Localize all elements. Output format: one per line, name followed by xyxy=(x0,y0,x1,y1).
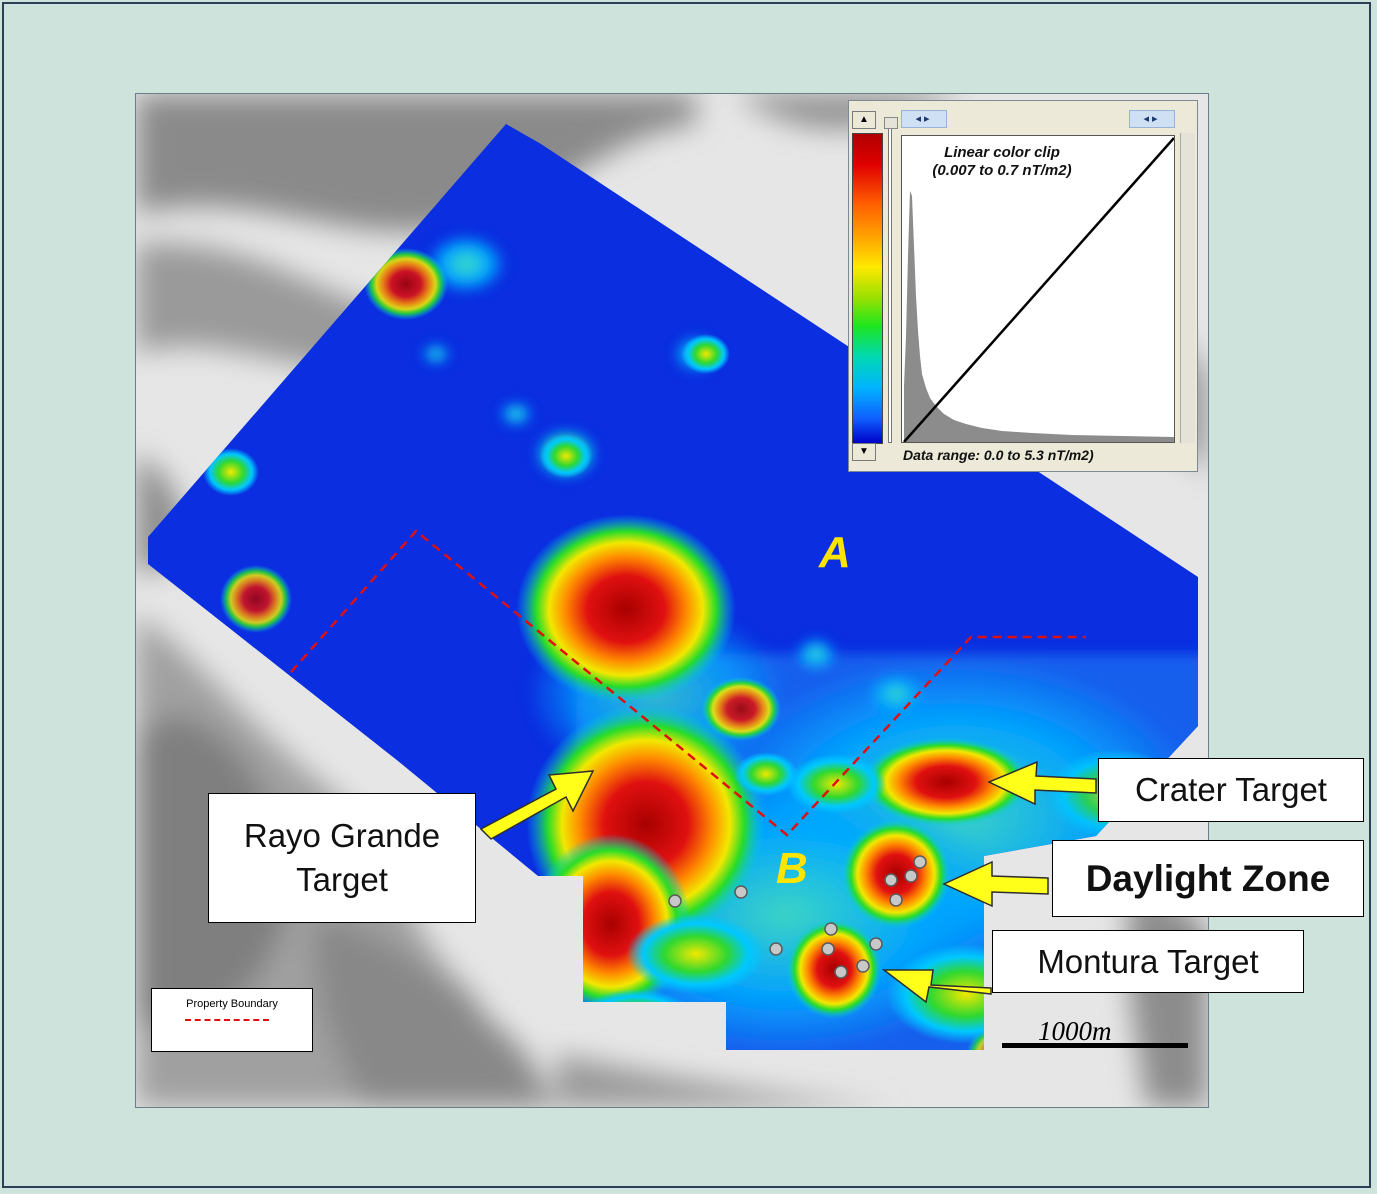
scroll-up-button[interactable]: ▲ xyxy=(852,111,876,129)
callout-montura-text: Montura Target xyxy=(1037,942,1259,980)
color-scale-bar xyxy=(852,133,883,444)
slider-track xyxy=(888,117,892,443)
zone-label-b: B xyxy=(776,844,808,893)
drill-holes xyxy=(668,855,927,979)
callout-rayo-grande-target: Rayo Grande Target xyxy=(208,793,476,923)
callout-crater-text: Crater Target xyxy=(1135,771,1327,808)
panel-right-scrollbar[interactable] xyxy=(1180,133,1195,443)
scroll-down-button[interactable]: ▼ xyxy=(852,443,876,461)
map-figure: A B 1000m Property Boundary ▲ ▼ ◂▸ ◂▸ Li… xyxy=(135,93,1209,1108)
scale-bar xyxy=(1002,1043,1188,1048)
legend-box: Property Boundary xyxy=(151,988,313,1052)
clip-title-line1: Linear color clip xyxy=(944,144,1060,161)
right-clip-arrows[interactable]: ◂▸ xyxy=(1129,110,1175,128)
callout-crater-target: Crater Target xyxy=(1098,758,1364,822)
histogram-plot: Linear color clip (0.007 to 0.7 nT/m2) xyxy=(901,135,1175,443)
left-clip-arrows[interactable]: ◂▸ xyxy=(901,110,947,128)
data-range-label: Data range: 0.0 to 5.3 nT/m2) xyxy=(903,447,1094,463)
callout-rayo-line1: Rayo Grande xyxy=(243,817,441,854)
callout-montura-target: Montura Target xyxy=(992,930,1304,993)
property-boundary xyxy=(290,529,1086,837)
callout-rayo-line2: Target xyxy=(296,861,388,898)
slider-thumb[interactable] xyxy=(884,117,898,129)
color-clip-panel: ▲ ▼ ◂▸ ◂▸ Linear color clip (0.007 to 0.… xyxy=(848,100,1198,472)
clip-slider[interactable] xyxy=(884,117,898,443)
legend-label: Property Boundary xyxy=(186,998,278,1010)
magnetic-survey-map xyxy=(136,94,1208,1107)
legend-dashed-line xyxy=(185,1019,269,1021)
callout-daylight-zone: Daylight Zone xyxy=(1052,840,1364,917)
pointer-arrows xyxy=(479,760,1097,1004)
clip-title-line2: (0.007 to 0.7 nT/m2) xyxy=(932,162,1072,179)
histogram-svg xyxy=(903,137,1174,442)
scale-label: 1000m xyxy=(1038,1016,1112,1046)
callout-daylight-text: Daylight Zone xyxy=(1085,857,1331,899)
zone-label-a: A xyxy=(819,528,851,577)
